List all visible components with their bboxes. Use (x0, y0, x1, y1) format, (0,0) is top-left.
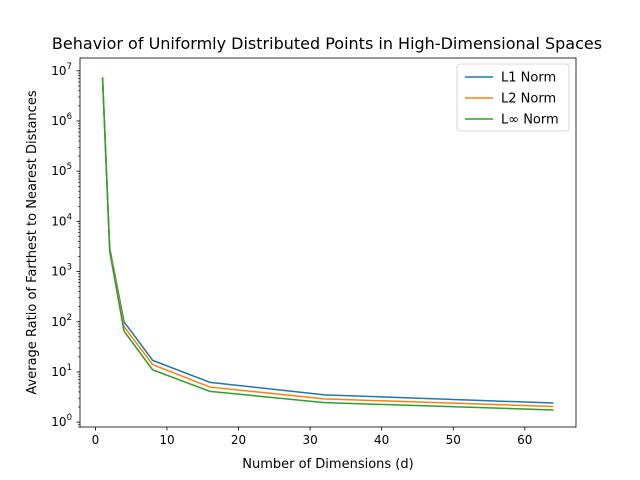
chart-title: Behavior of Uniformly Distributed Points… (52, 34, 602, 53)
y-axis-label: Average Ratio of Farthest to Nearest Dis… (25, 90, 40, 394)
x-tick-label: 50 (446, 433, 461, 447)
legend-label-1: L1 Norm (501, 71, 556, 86)
y-tick-label: 106 (51, 112, 72, 128)
x-tick-label: 40 (374, 433, 389, 447)
y-tick-label: 105 (51, 162, 72, 178)
series-line-3 (101, 77, 554, 411)
y-tick-label: 103 (51, 263, 72, 279)
y-tick-label: 101 (51, 363, 72, 379)
y-tick-label: 102 (51, 313, 72, 329)
x-axis: 0 10 20 30 40 50 60 (92, 427, 532, 447)
legend-label-3: L∞ Norm (501, 113, 559, 128)
y-tick-label: 100 (51, 413, 72, 429)
x-tick-label: 30 (302, 433, 317, 447)
y-tick-label: 107 (51, 62, 72, 78)
x-tick-label: 0 (92, 433, 100, 447)
x-tick-label: 20 (231, 433, 246, 447)
legend-box (456, 63, 570, 132)
x-tick-label: 10 (159, 433, 174, 447)
y-tick-label: 104 (51, 212, 72, 228)
x-axis-label: Number of Dimensions (d) (242, 457, 413, 472)
series-layer (101, 77, 554, 411)
x-tick-label: 60 (517, 433, 532, 447)
y-axis: 100 101 102 103 104 105 106 107 (51, 62, 80, 429)
legend: L1 Norm L2 Norm L∞ Norm (456, 63, 570, 132)
plot-frame (79, 57, 577, 428)
legend-label-2: L2 Norm (501, 92, 556, 107)
